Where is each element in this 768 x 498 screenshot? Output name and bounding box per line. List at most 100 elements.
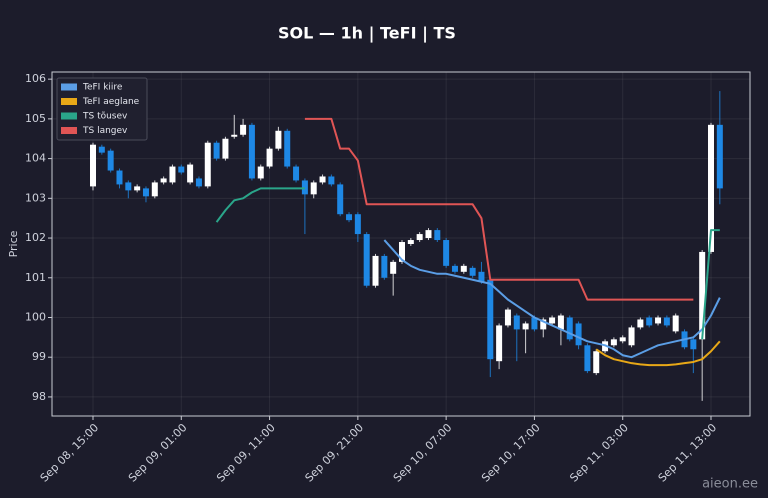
candle-body bbox=[222, 138, 229, 159]
legend-label: TeFI kiire bbox=[82, 83, 123, 93]
legend-label: TS tõusev bbox=[82, 112, 128, 122]
candle-body bbox=[231, 134, 238, 137]
candle-body bbox=[275, 130, 282, 149]
candle-body bbox=[390, 261, 397, 274]
y-tick-label: 98 bbox=[32, 390, 46, 403]
y-tick-label: 105 bbox=[25, 112, 46, 125]
candle-body bbox=[337, 184, 344, 215]
candle-body bbox=[328, 176, 335, 185]
legend: TeFI kiire TeFI aeglane TS tõusev TS langev bbox=[56, 77, 148, 141]
candle-body bbox=[646, 317, 653, 326]
candle-body bbox=[116, 170, 123, 185]
candle-body bbox=[169, 166, 176, 183]
y-tick-label: 101 bbox=[25, 271, 46, 284]
candle-body bbox=[346, 214, 353, 221]
legend-label: TeFI aeglane bbox=[82, 97, 140, 107]
candle-body bbox=[319, 176, 326, 183]
candle-body bbox=[690, 339, 697, 350]
y-tick-label: 100 bbox=[25, 310, 46, 323]
legend-swatch bbox=[61, 98, 77, 105]
candle-body bbox=[487, 279, 494, 360]
candle-body bbox=[708, 124, 715, 252]
candle-body bbox=[240, 124, 247, 135]
legend-box bbox=[56, 77, 148, 141]
candle-body bbox=[354, 214, 361, 235]
candle-body bbox=[434, 230, 441, 241]
candle-body bbox=[363, 234, 370, 286]
series-line bbox=[595, 340, 721, 367]
candle-body bbox=[178, 166, 185, 173]
candle-body bbox=[628, 327, 635, 346]
candle-body bbox=[637, 319, 644, 328]
watermark: aieon.ee bbox=[702, 477, 758, 492]
candle-body bbox=[522, 323, 529, 330]
candle-body bbox=[416, 234, 423, 241]
candle-body bbox=[248, 124, 255, 179]
candle-body bbox=[531, 317, 538, 330]
candle-body bbox=[142, 188, 149, 197]
candle-body bbox=[195, 178, 202, 187]
candle-body bbox=[204, 142, 211, 187]
candle-body bbox=[663, 317, 670, 326]
candle-body bbox=[425, 230, 432, 239]
candle-body bbox=[610, 339, 617, 346]
candle-body bbox=[372, 255, 379, 286]
series-line bbox=[215, 187, 720, 340]
candle-body bbox=[187, 164, 194, 183]
candle-body bbox=[407, 240, 414, 244]
candle-body bbox=[575, 323, 582, 346]
candle-body bbox=[557, 315, 564, 330]
legend-swatch bbox=[61, 127, 77, 134]
candle-body bbox=[125, 182, 132, 191]
candle-body bbox=[134, 186, 141, 191]
legend-label: TS langev bbox=[82, 126, 128, 136]
y-tick-label: 102 bbox=[25, 231, 46, 244]
candle-body bbox=[293, 166, 300, 181]
candle-body bbox=[399, 242, 406, 262]
candle-body bbox=[478, 271, 485, 282]
y-tick-label: 103 bbox=[25, 191, 46, 204]
candle-body bbox=[213, 142, 220, 159]
candle-body bbox=[98, 146, 105, 153]
candle-body bbox=[513, 315, 520, 330]
candle-body bbox=[107, 150, 114, 171]
candle-body bbox=[655, 317, 662, 324]
candle-body bbox=[566, 317, 573, 340]
candle-body bbox=[381, 255, 388, 278]
legend-swatch bbox=[61, 112, 77, 120]
y-axis-label: Price bbox=[7, 230, 20, 257]
plot-area bbox=[52, 72, 750, 416]
y-tick-label: 104 bbox=[25, 152, 46, 165]
candle-body bbox=[160, 178, 167, 183]
candle-body bbox=[310, 182, 317, 195]
candle-body bbox=[257, 166, 264, 179]
legend-swatch bbox=[61, 83, 77, 91]
candle-body bbox=[619, 337, 626, 342]
chart-title: SOL — 1h | TeFI | TS bbox=[278, 24, 456, 44]
candle-body bbox=[90, 144, 96, 187]
candle-body bbox=[672, 315, 679, 332]
candle-body bbox=[716, 124, 723, 189]
candle-body bbox=[266, 148, 273, 167]
series-line bbox=[383, 239, 721, 359]
candle-body bbox=[593, 351, 600, 374]
candle-body bbox=[443, 240, 450, 266]
candle-body bbox=[496, 325, 503, 362]
candle-body bbox=[584, 345, 591, 372]
candle-body bbox=[540, 319, 547, 330]
candle-body bbox=[460, 265, 467, 272]
candle-body bbox=[504, 309, 511, 326]
candle-body bbox=[699, 251, 706, 340]
series-line bbox=[304, 117, 694, 301]
y-tick-label: 99 bbox=[32, 350, 46, 363]
candle-body bbox=[151, 182, 158, 197]
candle-body bbox=[549, 317, 556, 324]
candle-body bbox=[284, 130, 291, 167]
candle-body bbox=[469, 267, 476, 276]
candle-body bbox=[451, 265, 458, 272]
plot-frame bbox=[51, 71, 751, 417]
y-tick-label: 106 bbox=[25, 72, 46, 85]
